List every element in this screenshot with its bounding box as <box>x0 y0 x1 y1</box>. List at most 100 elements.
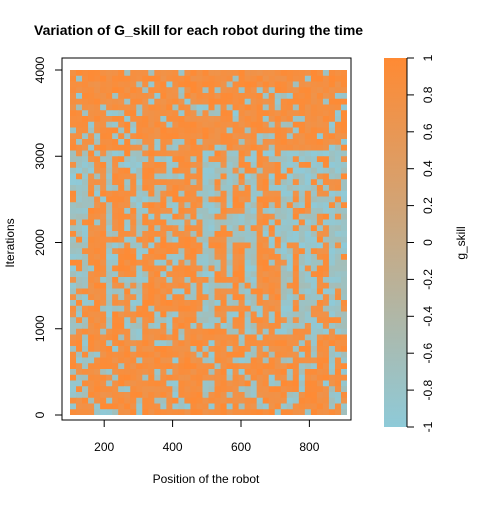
heatmap-cell <box>106 363 113 370</box>
heatmap-cell <box>244 311 252 318</box>
heatmap-cell <box>178 104 186 111</box>
heatmap-cell <box>310 351 318 359</box>
heatmap-cell <box>232 81 240 88</box>
heatmap-cell <box>286 162 294 169</box>
heatmap-cell <box>136 144 143 152</box>
heatmap-cell <box>172 173 179 180</box>
heatmap-cell <box>112 369 119 376</box>
heatmap-cell <box>280 133 288 140</box>
heatmap-cell <box>76 75 83 83</box>
heatmap-cell <box>178 328 186 336</box>
heatmap-cell <box>304 380 312 387</box>
heatmap-cell <box>136 213 143 221</box>
heatmap-cell <box>82 236 89 244</box>
heatmap-cell <box>202 409 210 415</box>
heatmap-cell <box>106 271 113 278</box>
heatmap-cell <box>238 98 246 106</box>
heatmap-cell <box>142 139 149 146</box>
heatmap-cell <box>136 208 143 215</box>
heatmap-cell <box>310 363 318 370</box>
heatmap-cell <box>328 87 336 94</box>
heatmap-cell <box>166 386 173 393</box>
heatmap-cell <box>94 139 101 146</box>
heatmap-cell <box>256 340 264 347</box>
heatmap-cell <box>208 248 216 255</box>
heatmap-cell <box>274 116 282 123</box>
heatmap-cell <box>262 121 270 129</box>
heatmap-cell <box>232 219 240 226</box>
heatmap-cell <box>322 202 330 209</box>
heatmap-cell <box>178 294 186 301</box>
heatmap-cell <box>136 300 143 307</box>
heatmap-cell <box>334 81 342 88</box>
heatmap-cell <box>184 334 192 341</box>
heatmap-cell <box>124 294 131 301</box>
heatmap-cell <box>130 317 137 324</box>
heatmap-cell <box>274 225 282 232</box>
heatmap-cell <box>82 259 89 267</box>
heatmap-cell <box>304 150 312 157</box>
heatmap-cell <box>118 144 125 152</box>
heatmap-cell <box>130 357 137 364</box>
heatmap-cell <box>304 121 312 129</box>
heatmap-cell <box>280 225 288 232</box>
heatmap-cell <box>292 340 300 347</box>
heatmap-cell <box>322 75 330 83</box>
heatmap-cell <box>166 259 173 267</box>
heatmap-cell <box>130 282 137 290</box>
heatmap-cell <box>262 380 270 387</box>
heatmap-cell <box>70 185 77 192</box>
heatmap-cell <box>250 225 258 232</box>
heatmap-cell <box>322 162 330 169</box>
heatmap-cell <box>196 334 204 341</box>
heatmap-cell <box>76 179 83 186</box>
heatmap-cell <box>256 259 264 267</box>
heatmap-cell <box>160 139 167 146</box>
heatmap-cell <box>334 328 342 336</box>
heatmap-cell <box>160 323 167 330</box>
heatmap-cell <box>256 242 264 249</box>
colorbar-tick-label: 0.6 <box>421 123 435 140</box>
heatmap-cell <box>106 323 113 330</box>
heatmap-cell <box>274 150 282 157</box>
heatmap-cell <box>280 121 288 129</box>
heatmap-cell <box>148 328 155 336</box>
heatmap-cell <box>154 144 161 152</box>
heatmap-cell <box>238 409 246 415</box>
heatmap-cell <box>250 334 258 341</box>
heatmap-cell <box>262 81 270 88</box>
heatmap-cell <box>214 231 222 238</box>
heatmap-cell <box>166 156 173 163</box>
heatmap-cell <box>118 369 125 376</box>
heatmap-cell <box>118 70 125 77</box>
heatmap-cell <box>310 75 318 83</box>
heatmap-cell <box>160 231 167 238</box>
heatmap-cell <box>262 150 270 157</box>
heatmap-cell <box>142 185 149 192</box>
heatmap-cell <box>160 271 167 278</box>
heatmap-cell <box>274 351 282 359</box>
heatmap-cell <box>76 271 83 278</box>
heatmap-cell <box>286 403 294 410</box>
heatmap-cell <box>232 369 240 376</box>
heatmap-cell <box>214 93 222 100</box>
heatmap-cell <box>238 167 246 175</box>
heatmap-cell <box>202 139 210 146</box>
heatmap-cell <box>136 397 143 405</box>
heatmap-cell <box>232 305 240 313</box>
heatmap-cell <box>166 93 173 100</box>
heatmap-cell <box>124 317 131 324</box>
heatmap-cell <box>118 139 125 146</box>
heatmap-cell <box>154 277 161 284</box>
heatmap-cell <box>160 116 167 123</box>
heatmap-cell <box>124 254 131 261</box>
heatmap-cell <box>118 93 125 100</box>
heatmap-cell <box>208 104 216 111</box>
heatmap-cell <box>328 196 336 203</box>
heatmap-cell <box>172 81 179 88</box>
heatmap-cell <box>304 288 312 295</box>
heatmap-cell <box>136 196 143 203</box>
heatmap-cell <box>238 133 246 140</box>
heatmap-cell <box>76 139 83 146</box>
heatmap-cell <box>70 311 77 318</box>
